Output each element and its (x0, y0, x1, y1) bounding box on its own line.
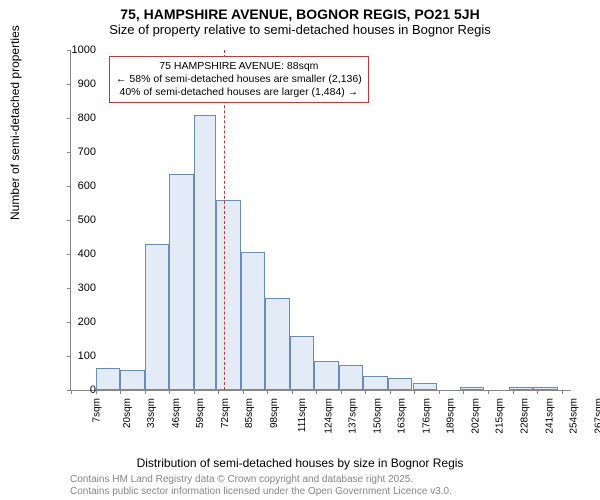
histogram-bar (413, 383, 438, 390)
histogram-bar (241, 252, 266, 390)
x-tick-mark (71, 390, 72, 394)
y-tick-mark (67, 186, 71, 187)
x-tick-label: 267sqm (593, 398, 600, 434)
y-tick-label: 800 (78, 112, 96, 124)
histogram-bar (290, 336, 315, 390)
x-tick-mark (365, 390, 366, 394)
x-tick-label: 85sqm (244, 398, 255, 428)
x-tick-mark (218, 390, 219, 394)
histogram-bar (216, 200, 241, 390)
histogram-bar (194, 115, 217, 390)
x-tick-label: 20sqm (122, 398, 133, 428)
footer-line-2: Contains public sector information licen… (70, 486, 452, 498)
y-tick-mark (67, 254, 71, 255)
x-tick-label: 254sqm (569, 398, 580, 434)
chart-title-sub: Size of property relative to semi-detach… (0, 22, 600, 39)
y-tick-label: 300 (78, 282, 96, 294)
histogram-bar (96, 368, 121, 390)
y-tick-label: 400 (78, 248, 96, 260)
footer-line-1: Contains HM Land Registry data © Crown c… (70, 474, 452, 486)
y-tick-label: 1000 (72, 44, 96, 56)
annotation-line: ← 58% of semi-detached houses are smalle… (116, 73, 362, 86)
x-tick-mark (513, 390, 514, 394)
histogram-bar (363, 376, 388, 390)
chart-container: 75, HAMPSHIRE AVENUE, BOGNOR REGIS, PO21… (0, 0, 600, 500)
x-tick-label: 46sqm (171, 398, 182, 428)
x-tick-label: 176sqm (421, 398, 432, 434)
y-tick-label: 600 (78, 180, 96, 192)
y-tick-mark (67, 356, 71, 357)
x-axis-label: Distribution of semi-detached houses by … (0, 456, 600, 470)
y-tick-label: 100 (78, 350, 96, 362)
x-tick-label: 111sqm (297, 398, 308, 432)
x-tick-mark (537, 390, 538, 394)
histogram-bar (460, 387, 485, 390)
y-tick-label: 200 (78, 316, 96, 328)
x-tick-label: 202sqm (471, 398, 482, 434)
y-tick-label: 900 (78, 78, 96, 90)
y-tick-mark (67, 220, 71, 221)
x-tick-label: 72sqm (220, 398, 231, 428)
x-tick-label: 98sqm (269, 398, 280, 428)
x-tick-label: 241sqm (544, 398, 555, 434)
y-tick-mark (67, 288, 71, 289)
x-tick-mark (390, 390, 391, 394)
x-tick-mark (194, 390, 195, 394)
y-tick-label: 700 (78, 146, 96, 158)
x-tick-mark (267, 390, 268, 394)
x-tick-mark (414, 390, 415, 394)
x-tick-mark (243, 390, 244, 394)
x-tick-label: 124sqm (323, 398, 334, 434)
histogram-bar (145, 244, 170, 390)
histogram-bar (314, 361, 339, 390)
y-axis-label: Number of semi-detached properties (8, 25, 22, 220)
annotation-line: 40% of semi-detached houses are larger (… (116, 86, 362, 99)
histogram-bar (169, 174, 194, 390)
x-tick-mark (439, 390, 440, 394)
x-tick-mark (292, 390, 293, 394)
y-tick-mark (67, 152, 71, 153)
x-tick-label: 33sqm (146, 398, 157, 428)
x-tick-mark (562, 390, 563, 394)
x-tick-label: 163sqm (397, 398, 408, 434)
x-tick-label: 59sqm (195, 398, 206, 428)
chart-footer: Contains HM Land Registry data © Crown c… (70, 474, 452, 498)
x-tick-label: 7sqm (91, 398, 102, 422)
x-tick-label: 228sqm (520, 398, 531, 434)
x-tick-mark (169, 390, 170, 394)
x-tick-mark (463, 390, 464, 394)
y-tick-mark (67, 322, 71, 323)
histogram-bar (339, 365, 364, 391)
x-tick-label: 150sqm (372, 398, 383, 434)
x-tick-mark (341, 390, 342, 394)
x-tick-label: 215sqm (495, 398, 506, 434)
y-tick-label: 500 (78, 214, 96, 226)
x-tick-label: 137sqm (348, 398, 359, 434)
x-tick-mark (145, 390, 146, 394)
annotation-box: 75 HAMPSHIRE AVENUE: 88sqm← 58% of semi-… (109, 56, 369, 103)
annotation-line: 75 HAMPSHIRE AVENUE: 88sqm (116, 60, 362, 73)
x-tick-mark (488, 390, 489, 394)
chart-plot-area: 75 HAMPSHIRE AVENUE: 88sqm← 58% of semi-… (70, 50, 571, 391)
x-tick-mark (316, 390, 317, 394)
y-tick-label: 0 (90, 384, 96, 396)
histogram-bar (533, 387, 558, 390)
histogram-bar (265, 298, 290, 390)
x-tick-mark (120, 390, 121, 394)
histogram-bar (120, 370, 145, 390)
x-tick-label: 189sqm (446, 398, 457, 434)
histogram-bar (388, 378, 413, 390)
chart-title-main: 75, HAMPSHIRE AVENUE, BOGNOR REGIS, PO21… (0, 0, 600, 22)
y-tick-mark (67, 84, 71, 85)
histogram-bar (509, 387, 534, 390)
y-tick-mark (67, 118, 71, 119)
y-tick-mark (67, 50, 71, 51)
